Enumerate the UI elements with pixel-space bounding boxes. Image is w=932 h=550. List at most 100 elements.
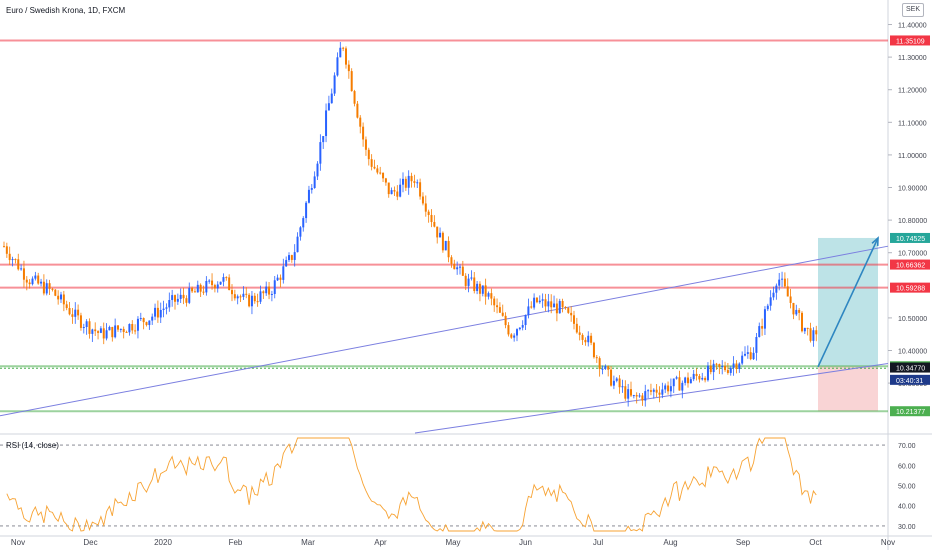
time-tick-label: 2020: [154, 538, 172, 547]
rsi-layer: 70.00 60.00 50.00 40.00 30.00: [0, 437, 916, 532]
candle-body: [550, 301, 553, 308]
candle-body: [744, 353, 746, 356]
candle-body: [681, 382, 684, 391]
candle-body: [359, 117, 362, 127]
candle-body: [453, 263, 456, 270]
candle-body: [675, 377, 678, 379]
candle-body: [265, 286, 268, 294]
candle-body: [393, 190, 396, 192]
level-tag-support: [890, 406, 930, 417]
candle-body: [350, 71, 353, 92]
candle-body: [644, 391, 647, 401]
candle-body: [102, 328, 105, 339]
price-label-text: 10.34770: [896, 366, 925, 373]
rsi-tick-label: 30.00: [898, 524, 916, 531]
candle-body: [54, 289, 57, 296]
price-tick-label: 11.30000: [898, 55, 927, 62]
candle-body: [413, 181, 416, 183]
candle-body: [781, 278, 784, 280]
candle-body: [621, 386, 624, 388]
price-tick-label: 11.00000: [898, 153, 927, 160]
candle-body: [305, 202, 308, 219]
price-tick-label: 10.70000: [898, 251, 927, 258]
level-tag-label: 10.66362: [896, 263, 925, 270]
candle-body: [687, 377, 689, 384]
candle-body: [421, 196, 424, 204]
candle-body: [578, 332, 581, 335]
candle-body: [145, 322, 148, 326]
candle-body: [362, 126, 365, 140]
candle-body: [3, 246, 5, 248]
candle-body: [496, 305, 499, 308]
candle-body: [248, 294, 251, 307]
time-tick-label: Nov: [881, 538, 895, 547]
candle-body: [461, 266, 464, 276]
candle-body: [384, 178, 387, 183]
price-label-text: 03:40:31: [896, 378, 923, 385]
stop-zone: [818, 366, 878, 412]
candle-body: [761, 326, 764, 329]
candle-body: [567, 308, 570, 313]
candle-body: [242, 293, 245, 297]
candle-body: [117, 325, 119, 330]
price-label-target: [890, 232, 930, 243]
candle-body: [806, 327, 809, 329]
candle-body: [464, 275, 467, 286]
candle-body: [444, 240, 447, 251]
channel-upper-line: [0, 245, 889, 417]
rsi-title: RSI (14, close): [6, 441, 59, 450]
candle-body: [741, 355, 744, 364]
candle-body: [729, 367, 732, 373]
candle-body: [667, 385, 670, 392]
candle-body: [487, 293, 490, 297]
candle-body: [139, 318, 142, 320]
candle-body: [156, 307, 159, 318]
price-tick-label: 10.40000: [898, 349, 927, 356]
candle-body: [322, 136, 325, 143]
time-tick-label: Mar: [301, 538, 315, 547]
candle-body: [193, 291, 196, 293]
candle-body: [310, 188, 313, 190]
candle-body: [792, 302, 795, 315]
candle-body: [584, 339, 587, 343]
currency-badge[interactable]: SEK: [902, 3, 924, 17]
time-tick-label: Apr: [374, 538, 387, 547]
candle-body: [658, 392, 661, 395]
candle-body: [85, 321, 88, 328]
price-label-text: 10.74525: [896, 236, 925, 243]
candle-body: [470, 277, 473, 279]
candle-body: [74, 309, 77, 317]
candle-body: [655, 389, 658, 393]
time-axis[interactable]: Nov Dec 2020 Feb Mar Apr May Jun Jul Aug Sep Oct Nov: [11, 538, 895, 547]
candle-body: [327, 103, 330, 111]
candle-body: [635, 395, 638, 397]
candle-body: [447, 240, 450, 258]
candle-body: [162, 308, 165, 310]
candle-body: [14, 259, 17, 261]
time-tick-label: Jul: [593, 538, 603, 547]
candle-body: [191, 287, 194, 292]
candle-body: [142, 318, 145, 323]
candle-body: [168, 299, 171, 308]
level-tag-label: 10.21377: [896, 409, 925, 416]
candle-body: [282, 266, 285, 280]
candle-body: [604, 366, 607, 369]
candle-body: [159, 309, 162, 318]
candle-body: [501, 312, 504, 316]
candle-body: [436, 226, 439, 238]
candle-body: [516, 329, 518, 336]
projection-arrow-layer: [817, 236, 879, 368]
candle-body: [40, 281, 43, 284]
candle-body: [119, 328, 122, 330]
candle-body: [456, 267, 459, 270]
candle-body: [783, 278, 786, 287]
candle-body: [612, 380, 615, 386]
price-tick-label: 10.80000: [898, 218, 927, 225]
candle-body: [268, 286, 271, 295]
candle-body: [356, 103, 359, 118]
price-axis[interactable]: 11.40000 11.30000 11.20000 11.10000 11.00000…: [888, 23, 930, 389]
time-tick-label: May: [445, 538, 460, 547]
candle-body: [641, 395, 644, 401]
candle-body: [601, 368, 604, 370]
